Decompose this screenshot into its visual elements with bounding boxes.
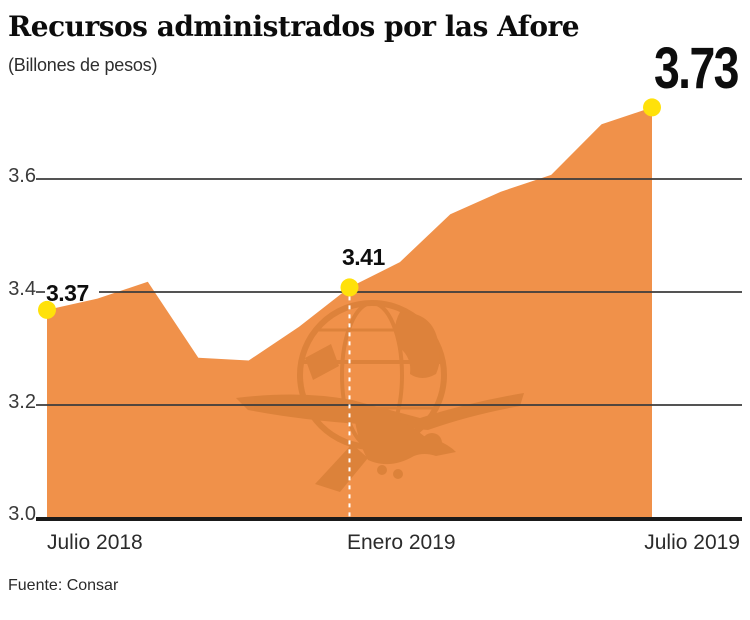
globe-continent [395,312,440,378]
source-note: Fuente: Consar [8,577,119,594]
annotation-value-jul-2018: 3.37 [46,280,89,306]
y-axis-tick-3-4: 3.4 [8,278,36,300]
eagle-head [422,433,442,453]
y-axis-tick-3-0: 3.0 [8,503,36,525]
x-axis-tick-julio-2019: Julio 2019 [644,531,740,554]
gridlines [36,178,742,406]
y-axis-tick-3-6: 3.6 [8,165,36,187]
eagle-tail [315,444,368,492]
chart-title: Recursos administrados por las Afore [8,10,580,43]
x-axis-tick-julio-2018: Julio 2018 [47,531,143,554]
x-axis-tick-enero-2019: Enero 2019 [347,531,456,554]
eagle-talon-right [393,469,403,479]
data-point-jul-2018 [38,300,56,319]
chart-subtitle: (Billones de pesos) [8,55,158,75]
y-axis-tick-3-2: 3.2 [8,391,36,413]
annotation-value-ene-2019: 3.41 [342,244,385,270]
eagle-talon-left [377,465,387,475]
data-point-jul-2019 [643,98,661,117]
eagle-globe-logo-watermark [236,300,524,492]
data-point-markers [38,98,661,319]
area-series [47,107,652,519]
data-point-ene-2019 [340,278,359,297]
annotation-value-jul-2019: 3.73 [654,36,740,101]
globe-hatch-patch [305,344,339,380]
